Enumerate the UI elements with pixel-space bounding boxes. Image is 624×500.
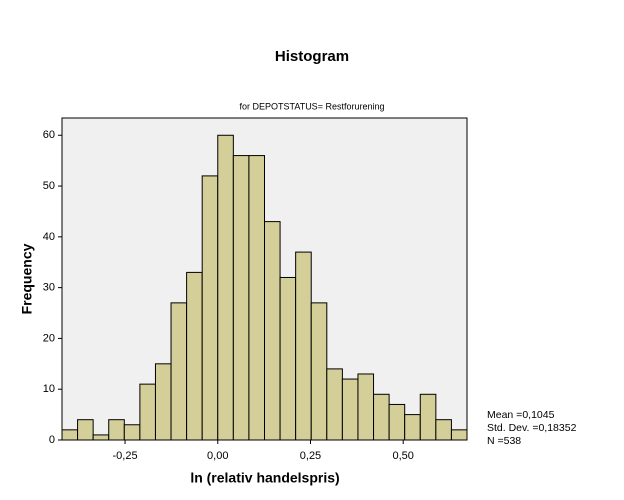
y-tick-label: 30 <box>43 282 55 294</box>
chart-title: Histogram <box>275 48 349 65</box>
bar <box>77 419 94 441</box>
bar <box>435 419 452 441</box>
x-axis-label: ln (relativ handelspris) <box>190 470 339 486</box>
x-tick-label: 0,25 <box>300 450 321 462</box>
x-tick-label: 0,00 <box>207 450 228 462</box>
stats-label: N =538 <box>487 435 521 447</box>
bar <box>264 221 281 441</box>
bar <box>341 378 359 441</box>
y-tick-label: 20 <box>43 332 55 344</box>
y-tick-label: 0 <box>49 434 55 446</box>
bar <box>123 424 141 441</box>
y-axis-label: Frequency <box>19 243 35 314</box>
y-tick-label: 60 <box>43 129 55 141</box>
bar <box>154 363 172 441</box>
bar <box>139 383 156 441</box>
stats-label: Std. Dev. =0,18352 <box>487 422 577 434</box>
y-tick-label: 10 <box>43 383 55 395</box>
bar <box>373 393 390 441</box>
bar <box>419 393 437 441</box>
y-tick-label: 50 <box>43 180 55 192</box>
bar <box>404 414 421 441</box>
bar <box>217 134 234 441</box>
x-tick-label: -0,25 <box>113 450 138 462</box>
y-tick-label: 40 <box>43 231 55 243</box>
bar <box>61 429 79 441</box>
bar <box>326 368 343 441</box>
x-tick-label: 0,50 <box>392 450 413 462</box>
chart-subtitle: for DEPOTSTATUS= Restforurening <box>240 101 385 111</box>
bar <box>201 175 219 441</box>
bar <box>186 271 203 441</box>
bar <box>357 373 375 441</box>
bar <box>248 155 266 441</box>
bar <box>310 302 328 441</box>
bar <box>232 155 250 441</box>
bar <box>388 403 406 441</box>
bar <box>450 429 468 441</box>
bar <box>170 302 188 441</box>
bar <box>279 276 297 441</box>
stats-label: Mean =0,1045 <box>487 409 555 421</box>
bar <box>108 419 125 441</box>
bar <box>295 251 312 441</box>
bar <box>92 434 110 441</box>
